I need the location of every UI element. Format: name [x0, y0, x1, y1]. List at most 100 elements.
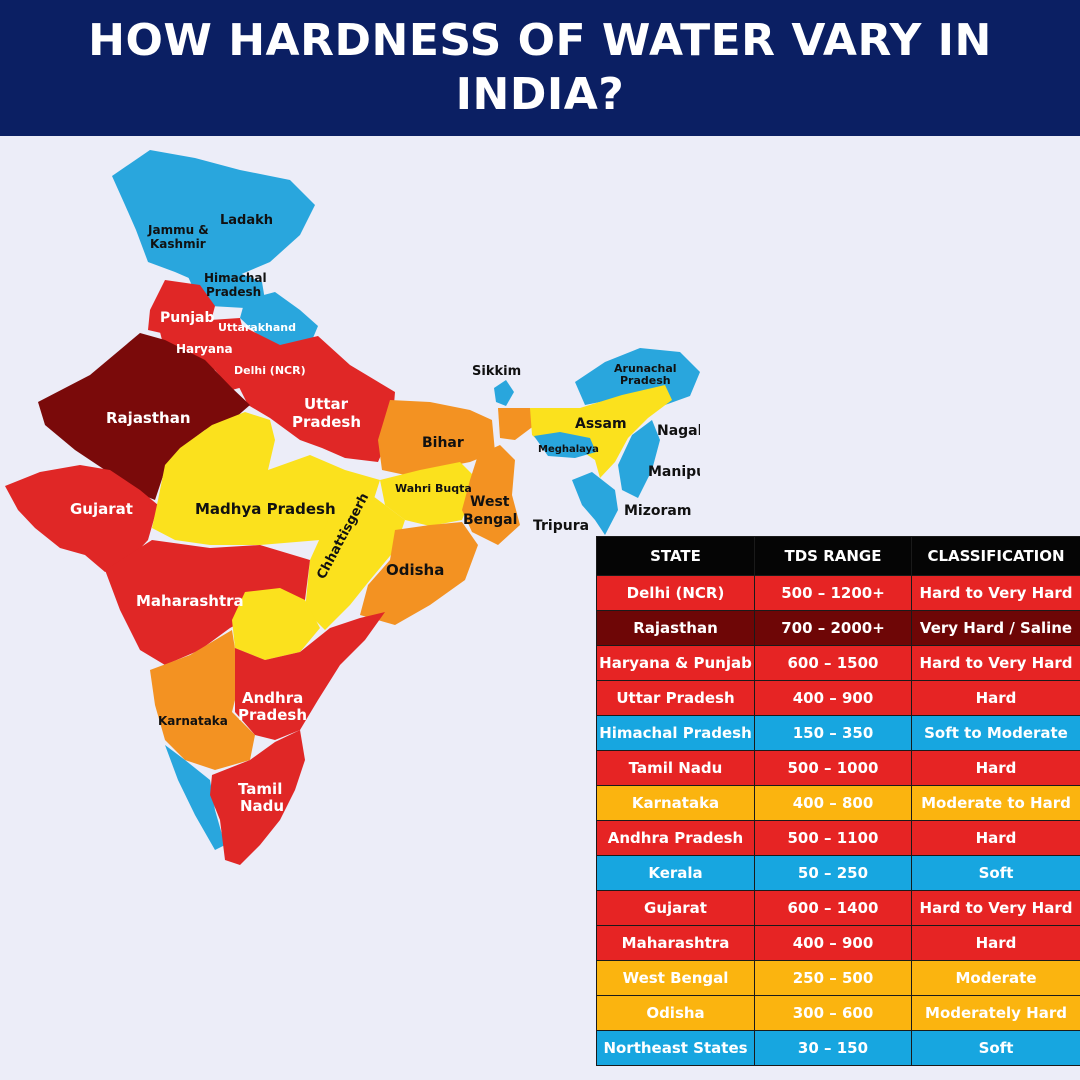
cell-tds-range: 400 – 900	[754, 680, 912, 716]
cell-classification: Hard	[911, 925, 1080, 961]
label-jammu-kashmir: Jammu &	[147, 223, 209, 237]
table-row: Himachal Pradesh 150 – 350 Soft to Moderat…	[596, 715, 1080, 751]
label-madhya-pradesh: Madhya Pradesh	[195, 500, 336, 518]
label-delhi: Delhi (NCR)	[234, 364, 306, 377]
cell-tds-range: 150 – 350	[754, 715, 912, 751]
cell-state: Gujarat	[596, 890, 755, 926]
label-maharashtra: Maharashtra	[136, 592, 244, 610]
cell-classification: Hard to Very Hard	[911, 890, 1080, 926]
table-row: Northeast States 30 – 150 Soft	[596, 1030, 1080, 1066]
region-andhra-pradesh	[235, 612, 385, 740]
label-jammu-kashmir-2: Kashmir	[150, 237, 206, 251]
header-state: STATE	[596, 536, 755, 576]
region-karnataka	[150, 630, 255, 770]
region-telangana	[232, 588, 320, 660]
label-tamil-nadu-2: Nadu	[240, 797, 284, 815]
label-west-bengal-2: Bengal	[463, 512, 517, 528]
region-nagaland-manipur	[618, 420, 660, 498]
cell-tds-range: 50 – 250	[754, 855, 912, 891]
label-mizoram: Mizoram	[624, 503, 691, 519]
region-uttarakhand	[240, 292, 318, 348]
table-body: Delhi (NCR) 500 – 1200+ Hard to Very Hard R…	[596, 575, 1080, 1066]
cell-classification: Hard	[911, 750, 1080, 786]
cell-state: Odisha	[596, 995, 755, 1031]
cell-tds-range: 500 – 1100	[754, 820, 912, 856]
cell-state: Karnataka	[596, 785, 755, 821]
region-jammu-kashmir-ladakh	[112, 150, 315, 285]
label-arunachal-2: Pradesh	[620, 374, 671, 387]
region-bihar	[378, 400, 495, 476]
cell-classification: Hard to Very Hard	[911, 645, 1080, 681]
region-kerala	[165, 745, 225, 850]
label-assam: Assam	[575, 416, 627, 432]
cell-classification: Hard to Very Hard	[911, 575, 1080, 611]
cell-tds-range: 600 – 1400	[754, 890, 912, 926]
header-classification: CLASSIFICATION	[911, 536, 1080, 576]
label-sikkim: Sikkim	[472, 364, 521, 379]
region-haryana-delhi	[160, 318, 250, 390]
table-row: Andhra Pradesh 500 – 1100 Hard	[596, 820, 1080, 856]
cell-state: Delhi (NCR)	[596, 575, 755, 611]
label-gujarat: Gujarat	[70, 500, 133, 518]
cell-classification: Soft to Moderate	[911, 715, 1080, 751]
region-uttar-pradesh	[238, 325, 395, 462]
cell-classification: Moderate	[911, 960, 1080, 996]
cell-classification: Soft	[911, 855, 1080, 891]
region-madhya-pradesh	[152, 412, 380, 545]
cell-state: Haryana & Punjab	[596, 645, 755, 681]
region-maharashtra	[105, 540, 310, 665]
region-rajasthan	[38, 333, 250, 500]
region-assam	[530, 385, 672, 478]
cell-classification: Very Hard / Saline	[911, 610, 1080, 646]
table-row: Gujarat 600 – 1400 Hard to Very Hard	[596, 890, 1080, 926]
region-arunachal-pradesh	[575, 348, 700, 405]
cell-classification: Hard	[911, 680, 1080, 716]
table-row: Tamil Nadu 500 – 1000 Hard	[596, 750, 1080, 786]
label-uttarakhand: Uttarakhand	[218, 321, 296, 334]
region-odisha	[360, 522, 478, 625]
cell-tds-range: 600 – 1500	[754, 645, 912, 681]
table-row: Kerala 50 – 250 Soft	[596, 855, 1080, 891]
cell-classification: Moderately Hard	[911, 995, 1080, 1031]
label-himachal-2: Pradesh	[206, 285, 261, 299]
table-row: Maharashtra 400 – 900 Hard	[596, 925, 1080, 961]
table-row: Rajasthan 700 – 2000+ Very Hard / Saline	[596, 610, 1080, 646]
cell-tds-range: 400 – 900	[754, 925, 912, 961]
cell-tds-range: 400 – 800	[754, 785, 912, 821]
label-uttar-pradesh-2: Pradesh	[292, 413, 361, 431]
page-title: HOW HARDNESS OF WATER VARY IN INDIA?	[88, 15, 992, 120]
cell-state: Rajasthan	[596, 610, 755, 646]
table-header-row: STATE TDS RANGE CLASSIFICATION	[596, 536, 1080, 576]
region-chhattisgarh	[305, 490, 405, 630]
label-punjab: Punjab	[160, 310, 214, 326]
table-row: Karnataka 400 – 800 Moderate to Hard	[596, 785, 1080, 821]
title-banner: HOW HARDNESS OF WATER VARY IN INDIA?	[0, 0, 1080, 136]
label-west-bengal: West	[470, 494, 510, 510]
region-jharkhand	[380, 462, 478, 526]
label-haryana: Haryana	[176, 342, 233, 356]
region-gujarat	[5, 465, 158, 572]
region-tamil-nadu	[210, 730, 305, 865]
cell-tds-range: 500 – 1200+	[754, 575, 912, 611]
cell-state: Tamil Nadu	[596, 750, 755, 786]
region-meghalaya	[534, 432, 596, 458]
cell-state: Andhra Pradesh	[596, 820, 755, 856]
label-andhra: Andhra	[242, 689, 303, 707]
cell-classification: Hard	[911, 820, 1080, 856]
label-tripura: Tripura	[533, 518, 589, 534]
label-bihar: Bihar	[422, 435, 464, 451]
label-rajasthan: Rajasthan	[106, 409, 191, 427]
cell-state: Himachal Pradesh	[596, 715, 755, 751]
table-row: Delhi (NCR) 500 – 1200+ Hard to Very Hard	[596, 575, 1080, 611]
label-wahri-buqta: Wahri Buqta	[395, 482, 472, 495]
label-meghalaya: Meghalaya	[538, 444, 599, 455]
cell-classification: Soft	[911, 1030, 1080, 1066]
table-row: Haryana & Punjab 600 – 1500 Hard to Very H…	[596, 645, 1080, 681]
region-ne-corridor	[498, 408, 535, 440]
cell-classification: Moderate to Hard	[911, 785, 1080, 821]
cell-tds-range: 250 – 500	[754, 960, 912, 996]
table-row: Uttar Pradesh 400 – 900 Hard	[596, 680, 1080, 716]
label-manipur: Manipur	[648, 464, 700, 480]
table-row: Odisha 300 – 600 Moderately Hard	[596, 995, 1080, 1031]
header-tds-range: TDS RANGE	[754, 536, 912, 576]
